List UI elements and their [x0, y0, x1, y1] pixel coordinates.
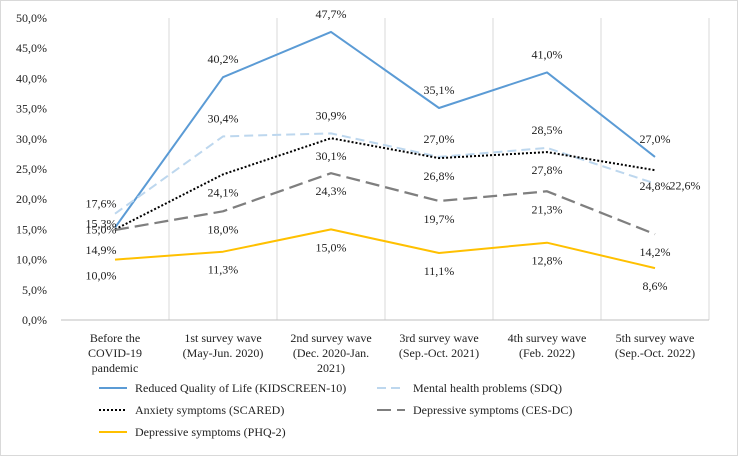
data-label-series-3: 26,8% [424, 169, 455, 183]
x-category-label: (May-Jun. 2020) [183, 346, 264, 360]
data-label-series-4: 18,0% [208, 222, 239, 236]
data-label-series-2: 27,0% [424, 132, 455, 146]
data-label-series-1: 40,2% [208, 52, 239, 66]
data-label-series-5: 12,8% [532, 254, 563, 268]
x-category-label: pandemic [92, 361, 139, 375]
data-label-series-3: 24,1% [208, 185, 239, 199]
data-label-series-2: 28,5% [532, 123, 563, 137]
data-label-series-3: 15,0% [86, 222, 117, 236]
y-tick-label: 30,0% [16, 132, 47, 146]
legend-label: Mental health problems (SDQ) [413, 381, 562, 395]
series-line-2 [114, 132, 656, 215]
x-category-label: 2nd survey wave [290, 331, 371, 345]
data-label-series-1: 15,3% [86, 217, 117, 231]
data-label-series-4: 21,3% [532, 202, 563, 216]
data-label-series-1: 35,1% [424, 83, 455, 97]
y-tick-label: 50,0% [16, 11, 47, 25]
x-category-label: (Sep.-Oct. 2021) [399, 346, 479, 360]
data-label-series-3: 30,1% [316, 149, 347, 163]
data-label-series-1: 41,0% [532, 47, 563, 61]
data-label-series-5: 10,0% [86, 269, 117, 283]
series-line-3 [114, 137, 656, 231]
y-tick-label: 5,0% [22, 283, 47, 297]
x-category-label: 4th survey wave [508, 331, 587, 345]
data-label-series-4: 14,9% [86, 243, 117, 257]
x-category-label: COVID-19 [88, 346, 142, 360]
y-tick-label: 15,0% [16, 222, 47, 236]
y-tick-label: 45,0% [16, 41, 47, 55]
data-label-series-1: 27,0% [640, 132, 671, 146]
x-category-label: (Dec. 2020-Jan. [293, 346, 369, 360]
legend-label: Depressive symptoms (CES-DC) [413, 403, 572, 417]
data-label-series-5: 11,1% [424, 264, 455, 278]
data-label-series-5: 8,6% [643, 279, 668, 293]
y-tick-label: 20,0% [16, 192, 47, 206]
series-line-4 [114, 172, 656, 236]
series-line-5 [114, 228, 656, 270]
y-tick-label: 25,0% [16, 162, 47, 176]
y-tick-label: 40,0% [16, 71, 47, 85]
y-tick-label: 10,0% [16, 253, 47, 267]
x-category-label: (Feb. 2022) [519, 346, 575, 360]
x-category-label: 5th survey wave [616, 331, 695, 345]
data-label-series-2: 30,9% [316, 108, 347, 122]
data-label-series-4: 24,3% [316, 184, 347, 198]
data-label-series-5: 11,3% [208, 263, 239, 277]
data-label-series-4: 14,2% [640, 245, 671, 259]
y-tick-label: 0,0% [22, 313, 47, 327]
data-label-series-4: 19,7% [424, 212, 455, 226]
legend-label: Anxiety symptoms (SCARED) [135, 403, 284, 417]
legend-label: Depressive symptoms (PHQ-2) [135, 425, 286, 439]
x-category-label: (Sep.-Oct. 2022) [615, 346, 695, 360]
x-category-label: 2021) [317, 361, 345, 375]
data-label-series-3: 27,8% [532, 163, 563, 177]
legend-label: Reduced Quality of Life (KIDSCREEN-10) [135, 381, 346, 395]
x-category-label: Before the [90, 331, 140, 345]
data-label-series-5: 15,0% [316, 240, 347, 254]
data-label-series-2: 22,6% [670, 178, 701, 192]
x-category-label: 1st survey wave [184, 331, 261, 345]
data-label-series-1: 47,7% [316, 7, 347, 21]
data-label-series-2: 17,6% [86, 197, 117, 211]
data-label-series-3: 24,8% [640, 179, 671, 193]
series-line-1 [114, 30, 656, 229]
x-category-label: 3rd survey wave [399, 331, 478, 345]
y-tick-label: 35,0% [16, 102, 47, 116]
data-label-series-2: 30,4% [208, 111, 239, 125]
